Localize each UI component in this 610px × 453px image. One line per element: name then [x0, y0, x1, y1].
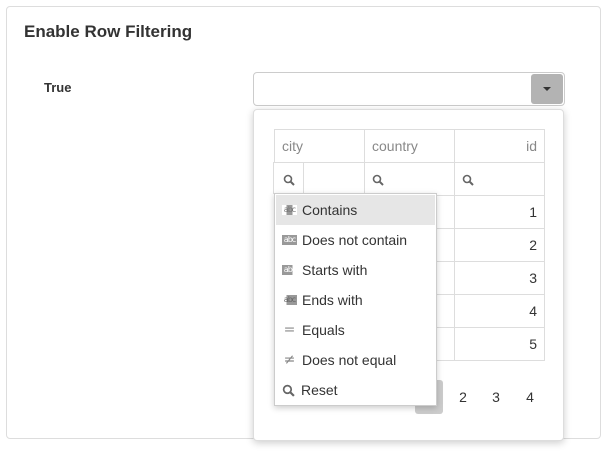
page-button-2[interactable]: 2 [459, 389, 467, 405]
page-title: Enable Row Filtering [24, 22, 193, 41]
ends-with-icon: abc [282, 295, 297, 305]
column-header-country[interactable]: country [364, 129, 455, 163]
header-row: city country id [274, 129, 545, 163]
filter-cell-country[interactable] [364, 162, 455, 196]
contains-icon: abc [282, 205, 297, 215]
option-label: True [44, 80, 72, 95]
filter-option-ends-with[interactable]: abc Ends with [282, 292, 363, 308]
filter-menu: abc Contains abc Does not contain abc Start… [274, 193, 437, 406]
filter-option-contains[interactable]: abc Contains [276, 195, 435, 225]
grid-dropdown[interactable] [253, 72, 565, 106]
filter-cell-id[interactable] [454, 162, 545, 196]
page-button-4[interactable]: 4 [526, 389, 534, 405]
search-icon [282, 384, 295, 397]
filter-option-reset[interactable]: Reset [276, 375, 435, 405]
column-header-city[interactable]: city [274, 129, 365, 163]
filter-option-starts-with[interactable]: abc Starts with [282, 262, 368, 278]
search-icon[interactable] [372, 174, 384, 187]
search-icon[interactable] [462, 174, 474, 187]
dropdown-button[interactable] [531, 74, 563, 104]
starts-with-icon: abc [282, 265, 297, 275]
equals-icon: = [283, 322, 296, 338]
does-not-contain-icon: abc [282, 235, 297, 245]
search-icon[interactable] [283, 174, 295, 186]
filter-option-does-not-contain[interactable]: abc Does not contain [282, 232, 408, 248]
caret-down-icon [543, 87, 551, 91]
page-button-3[interactable]: 3 [492, 389, 500, 405]
filter-option-equals[interactable]: = Equals [283, 322, 345, 338]
column-header-id[interactable]: id [454, 129, 545, 163]
active-filter-button[interactable] [273, 162, 304, 194]
filter-option-not-equal[interactable]: ≠ Does not equal [283, 352, 397, 368]
filter-row [274, 162, 545, 196]
not-equal-icon: ≠ [283, 352, 296, 368]
